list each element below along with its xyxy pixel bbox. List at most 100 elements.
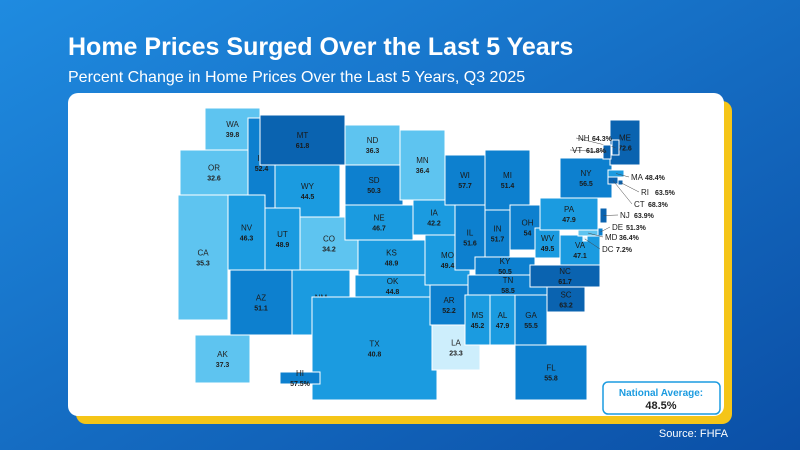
- state-name: MO: [441, 251, 454, 260]
- state-name: SC: [560, 291, 571, 300]
- state-value: 57.5%: [290, 381, 311, 388]
- state-value: 49.4: [441, 263, 455, 270]
- state-value: 36.3: [366, 148, 380, 155]
- state-value: 61.7: [558, 279, 572, 286]
- state-name: TN: [503, 276, 514, 285]
- state: [279, 371, 321, 385]
- state-name: WV: [541, 234, 555, 243]
- state: [559, 234, 601, 266]
- state-value: 55.5: [524, 323, 538, 330]
- state-name: WI: [460, 171, 470, 180]
- state-name: OH: [522, 219, 534, 228]
- leader-line: [615, 173, 630, 178]
- leader-line: [620, 182, 640, 193]
- state-name: FL: [546, 364, 556, 373]
- state-value: 51.1: [254, 306, 268, 313]
- state-name: NY: [580, 169, 592, 178]
- state-value: 57.7: [458, 183, 472, 190]
- national-average-value: 48.5%: [645, 400, 676, 412]
- state-name: PA: [564, 205, 575, 214]
- source: Source: FHFA: [659, 428, 729, 440]
- state-name: KY: [500, 257, 511, 266]
- state-name: ME: [619, 134, 631, 143]
- state-name: UT: [277, 230, 288, 239]
- state-value: 37.3: [216, 362, 230, 369]
- state: [179, 149, 249, 196]
- state: [344, 204, 414, 241]
- title: Home Prices Surged Over the Last 5 Years: [68, 33, 573, 61]
- state-name: NC: [559, 267, 571, 276]
- state-name: NE: [373, 214, 384, 223]
- state-name: CA: [197, 249, 209, 258]
- state: [264, 207, 301, 271]
- state-name: DC: [602, 245, 614, 254]
- state-value: 55.8: [544, 376, 558, 383]
- state-value: 40.8: [368, 352, 382, 359]
- state-value: 50.5: [498, 269, 512, 276]
- state-value: 35.3: [196, 261, 210, 268]
- state-name: VA: [575, 241, 586, 250]
- state-value: 49.5: [541, 246, 555, 253]
- state: [559, 157, 613, 199]
- state-name: NV: [241, 224, 253, 233]
- state-value: 72.6: [618, 146, 632, 153]
- state-value: 47.1: [573, 253, 587, 260]
- state-value: 36.4%: [619, 235, 640, 242]
- state-value: 48.4%: [645, 175, 666, 182]
- state-value: 23.3: [449, 351, 463, 358]
- state-name: MD: [605, 233, 618, 242]
- state-value: 39.8: [226, 132, 240, 139]
- state-value: 61.8%: [586, 148, 607, 155]
- state: [539, 197, 599, 231]
- state-value: 48.9: [385, 261, 399, 268]
- state-value: 54: [524, 231, 532, 238]
- national-average-label: National Average:: [619, 388, 703, 399]
- leader-line: [587, 232, 604, 238]
- state-name: AK: [217, 350, 228, 359]
- state-name: WA: [226, 120, 239, 129]
- state: [311, 296, 438, 401]
- state-name: IN: [494, 225, 502, 234]
- state-value: 44.5: [301, 194, 315, 201]
- state: [412, 199, 456, 236]
- state-value: 63.2: [559, 303, 573, 310]
- state: [227, 194, 266, 271]
- state: [429, 284, 469, 326]
- state: [357, 239, 426, 276]
- state: [514, 294, 548, 346]
- state-name: CO: [323, 235, 335, 244]
- state: [534, 227, 561, 259]
- state: [484, 149, 531, 211]
- state-value: 44.8: [386, 289, 400, 296]
- map: WA39.8OR32.6CA35.3ID52.4NV46.3MT61.8WY44…: [177, 107, 676, 401]
- state: [344, 164, 404, 206]
- state: [229, 269, 293, 336]
- state: [546, 286, 586, 313]
- state-name: NJ: [620, 211, 630, 220]
- state-name: VT: [572, 146, 582, 155]
- state-name: MA: [631, 173, 644, 182]
- state-name: AL: [498, 311, 508, 320]
- state-name: LA: [451, 339, 461, 348]
- state-name: RI: [641, 188, 649, 197]
- state-name: IA: [430, 209, 438, 218]
- state-value: 63.9%: [634, 213, 655, 220]
- state-name: AZ: [256, 294, 266, 303]
- state-name: SD: [368, 176, 379, 185]
- state-name: AR: [443, 296, 454, 305]
- state-value: 46.3: [240, 236, 254, 243]
- state: [464, 294, 491, 346]
- leader-line: [612, 180, 633, 205]
- state-value: 34.2: [322, 247, 336, 254]
- state: [194, 334, 251, 384]
- state: [484, 209, 511, 258]
- state-value: 36.4: [416, 168, 430, 175]
- state-value: 48.9: [276, 242, 290, 249]
- state-value: 61.8: [296, 143, 310, 150]
- state-name: MN: [416, 156, 429, 165]
- subtitle: Percent Change in Home Prices Over the L…: [68, 69, 525, 86]
- state-name: GA: [525, 311, 537, 320]
- state-value: 56.5: [579, 181, 593, 188]
